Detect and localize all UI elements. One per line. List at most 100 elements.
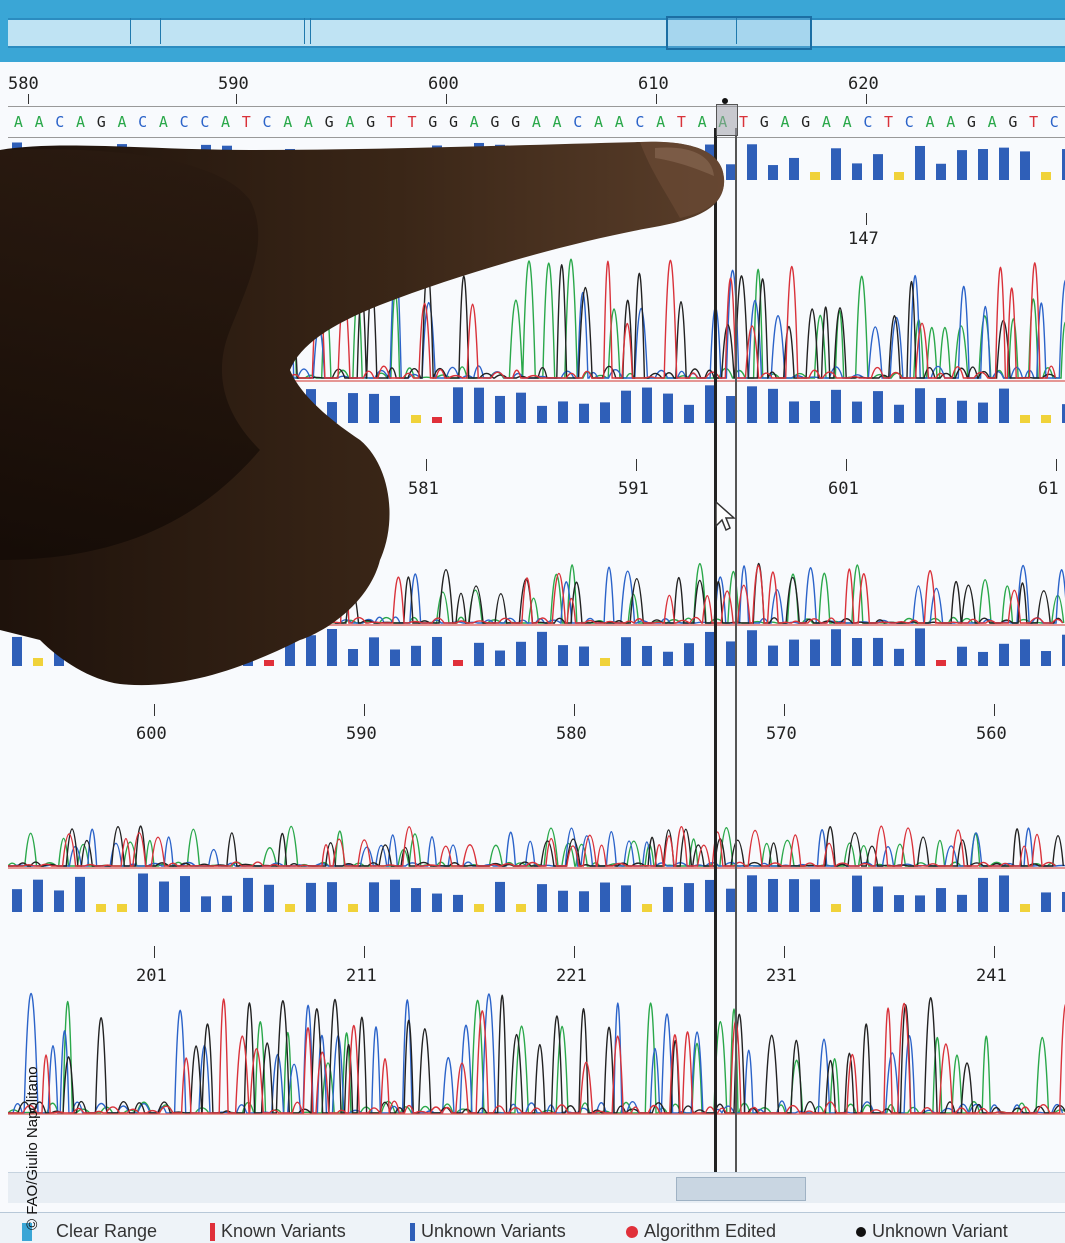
quality-bar <box>621 885 631 912</box>
legend-algorithm-edited: Algorithm Edited <box>626 1221 776 1242</box>
quality-bar <box>600 658 610 666</box>
quality-bar <box>348 155 358 180</box>
base-letter[interactable]: C <box>573 113 583 131</box>
base-letter[interactable]: G <box>1008 113 1018 131</box>
base-letter[interactable]: C <box>635 113 645 131</box>
base-letter[interactable]: A <box>697 113 707 131</box>
quality-bar <box>705 879 715 912</box>
track-tick <box>364 704 365 716</box>
overview-navigator[interactable] <box>0 0 1065 62</box>
base-letter[interactable]: G <box>511 113 521 131</box>
quality-bar <box>894 172 904 180</box>
base-letter[interactable]: C <box>200 113 210 131</box>
base-letter[interactable]: T <box>676 113 686 131</box>
base-letter[interactable]: A <box>221 113 231 131</box>
base-letter[interactable]: A <box>614 113 624 131</box>
quality-bar <box>621 161 631 180</box>
quality-bar <box>579 403 589 423</box>
base-letter[interactable]: A <box>117 113 127 131</box>
base-letter[interactable]: C <box>138 113 148 131</box>
quality-bar <box>285 408 295 423</box>
base-letter[interactable]: T <box>1029 113 1039 131</box>
quality-bar <box>138 172 148 180</box>
base-letter[interactable]: A <box>345 113 355 131</box>
base-letter[interactable]: A <box>821 113 831 131</box>
base-letter[interactable]: A <box>13 113 23 131</box>
base-letter[interactable]: G <box>428 113 438 131</box>
base-letter[interactable]: A <box>76 113 86 131</box>
track-label: 580 <box>556 724 587 744</box>
legend-known-variants: Known Variants <box>210 1221 346 1242</box>
track-label: 601 <box>828 479 859 499</box>
quality-bar <box>747 386 757 423</box>
quality-bar <box>453 387 463 423</box>
base-letter[interactable]: A <box>34 113 44 131</box>
quality-bar <box>957 150 967 180</box>
base-letter[interactable]: G <box>324 113 334 131</box>
quality-bar <box>1041 892 1051 912</box>
base-letter[interactable]: G <box>966 113 976 131</box>
quality-bar <box>915 628 925 666</box>
base-letter[interactable]: A <box>531 113 541 131</box>
base-letter[interactable]: T <box>884 113 894 131</box>
base-letter[interactable]: C <box>55 113 65 131</box>
base-letter[interactable]: A <box>469 113 479 131</box>
quality-bar <box>747 630 757 666</box>
base-letter[interactable]: A <box>552 113 562 131</box>
base-letter[interactable]: A <box>842 113 852 131</box>
quality-bar <box>33 658 43 666</box>
quality-bar <box>159 154 169 180</box>
scrollbar-thumb[interactable] <box>676 1177 806 1201</box>
base-letter[interactable]: C <box>262 113 272 131</box>
trace-baseline <box>8 867 1065 869</box>
known-variant-swatch-icon <box>210 1222 215 1241</box>
base-letter[interactable]: C <box>904 113 914 131</box>
horizontal-scrollbar[interactable] <box>8 1172 1065 1203</box>
base-letter[interactable]: T <box>386 113 396 131</box>
base-letter[interactable]: A <box>303 113 313 131</box>
trace-t <box>8 825 1057 867</box>
base-letter[interactable]: C <box>863 113 873 131</box>
base-letter[interactable]: G <box>759 113 769 131</box>
base-letter[interactable]: A <box>283 113 293 131</box>
position-cursor-line[interactable] <box>714 128 717 1173</box>
consensus-sequence[interactable]: AACAGACACCATCAAGAGTTGGAGGAACAACATAATGAGA… <box>8 106 1065 138</box>
quality-bar <box>159 407 169 423</box>
base-letter[interactable]: T <box>407 113 417 131</box>
track-label: 211 <box>346 966 377 986</box>
track-label: 560 <box>976 724 1007 744</box>
selected-base-highlight[interactable] <box>716 104 738 136</box>
base-letter[interactable]: A <box>780 113 790 131</box>
base-letter[interactable]: T <box>241 113 251 131</box>
base-letter[interactable]: A <box>946 113 956 131</box>
track-label: 241 <box>976 966 1007 986</box>
quality-bar <box>579 891 589 912</box>
base-letter[interactable]: G <box>448 113 458 131</box>
overview-track[interactable] <box>8 18 1065 48</box>
quality-bar <box>915 145 925 180</box>
base-letter[interactable]: A <box>987 113 997 131</box>
quality-bar <box>96 157 106 180</box>
ruler-tick <box>236 94 237 104</box>
base-letter[interactable]: G <box>366 113 376 131</box>
base-letter[interactable]: C <box>1049 113 1059 131</box>
quality-bar <box>621 390 631 423</box>
base-letter[interactable]: A <box>925 113 935 131</box>
base-letter[interactable]: G <box>96 113 106 131</box>
base-letter[interactable]: T <box>739 113 749 131</box>
overview-viewport-thumb[interactable] <box>666 16 812 50</box>
position-cursor-line[interactable] <box>735 128 737 1173</box>
quality-bar <box>1041 651 1051 666</box>
quality-bar <box>369 882 379 912</box>
overview-marker <box>736 18 737 44</box>
quality-bar <box>642 147 652 180</box>
quality-bar <box>1041 172 1051 180</box>
quality-bar <box>831 148 841 180</box>
base-letter[interactable]: A <box>158 113 168 131</box>
base-letter[interactable]: G <box>801 113 811 131</box>
base-letter[interactable]: C <box>179 113 189 131</box>
track-tick <box>784 704 785 716</box>
base-letter[interactable]: A <box>593 113 603 131</box>
base-letter[interactable]: G <box>490 113 500 131</box>
base-letter[interactable]: A <box>656 113 666 131</box>
